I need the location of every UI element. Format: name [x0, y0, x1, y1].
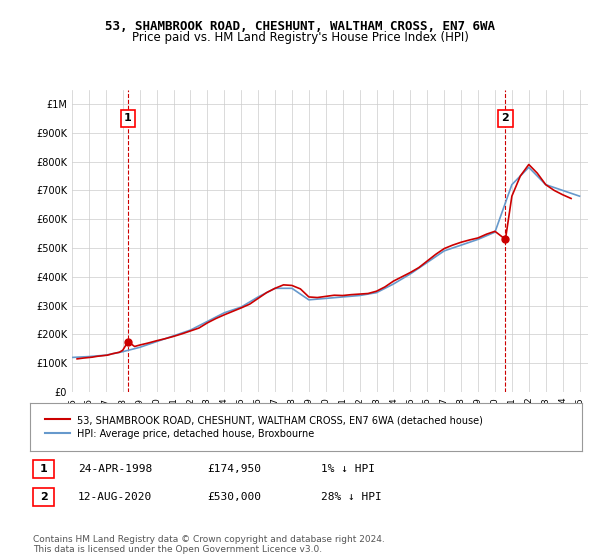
Text: £174,950: £174,950 [207, 464, 261, 474]
Text: Price paid vs. HM Land Registry's House Price Index (HPI): Price paid vs. HM Land Registry's House … [131, 31, 469, 44]
Text: 1: 1 [124, 113, 132, 123]
Text: 2: 2 [502, 113, 509, 123]
Legend: 53, SHAMBROOK ROAD, CHESHUNT, WALTHAM CROSS, EN7 6WA (detached house), HPI: Aver: 53, SHAMBROOK ROAD, CHESHUNT, WALTHAM CR… [40, 410, 488, 444]
Text: Contains HM Land Registry data © Crown copyright and database right 2024.
This d: Contains HM Land Registry data © Crown c… [33, 535, 385, 554]
Text: 1% ↓ HPI: 1% ↓ HPI [321, 464, 375, 474]
Text: 28% ↓ HPI: 28% ↓ HPI [321, 492, 382, 502]
Text: 1: 1 [40, 464, 47, 474]
Text: 24-APR-1998: 24-APR-1998 [78, 464, 152, 474]
Text: £530,000: £530,000 [207, 492, 261, 502]
Text: 53, SHAMBROOK ROAD, CHESHUNT, WALTHAM CROSS, EN7 6WA: 53, SHAMBROOK ROAD, CHESHUNT, WALTHAM CR… [105, 20, 495, 32]
Text: 2: 2 [40, 492, 47, 502]
Text: 12-AUG-2020: 12-AUG-2020 [78, 492, 152, 502]
